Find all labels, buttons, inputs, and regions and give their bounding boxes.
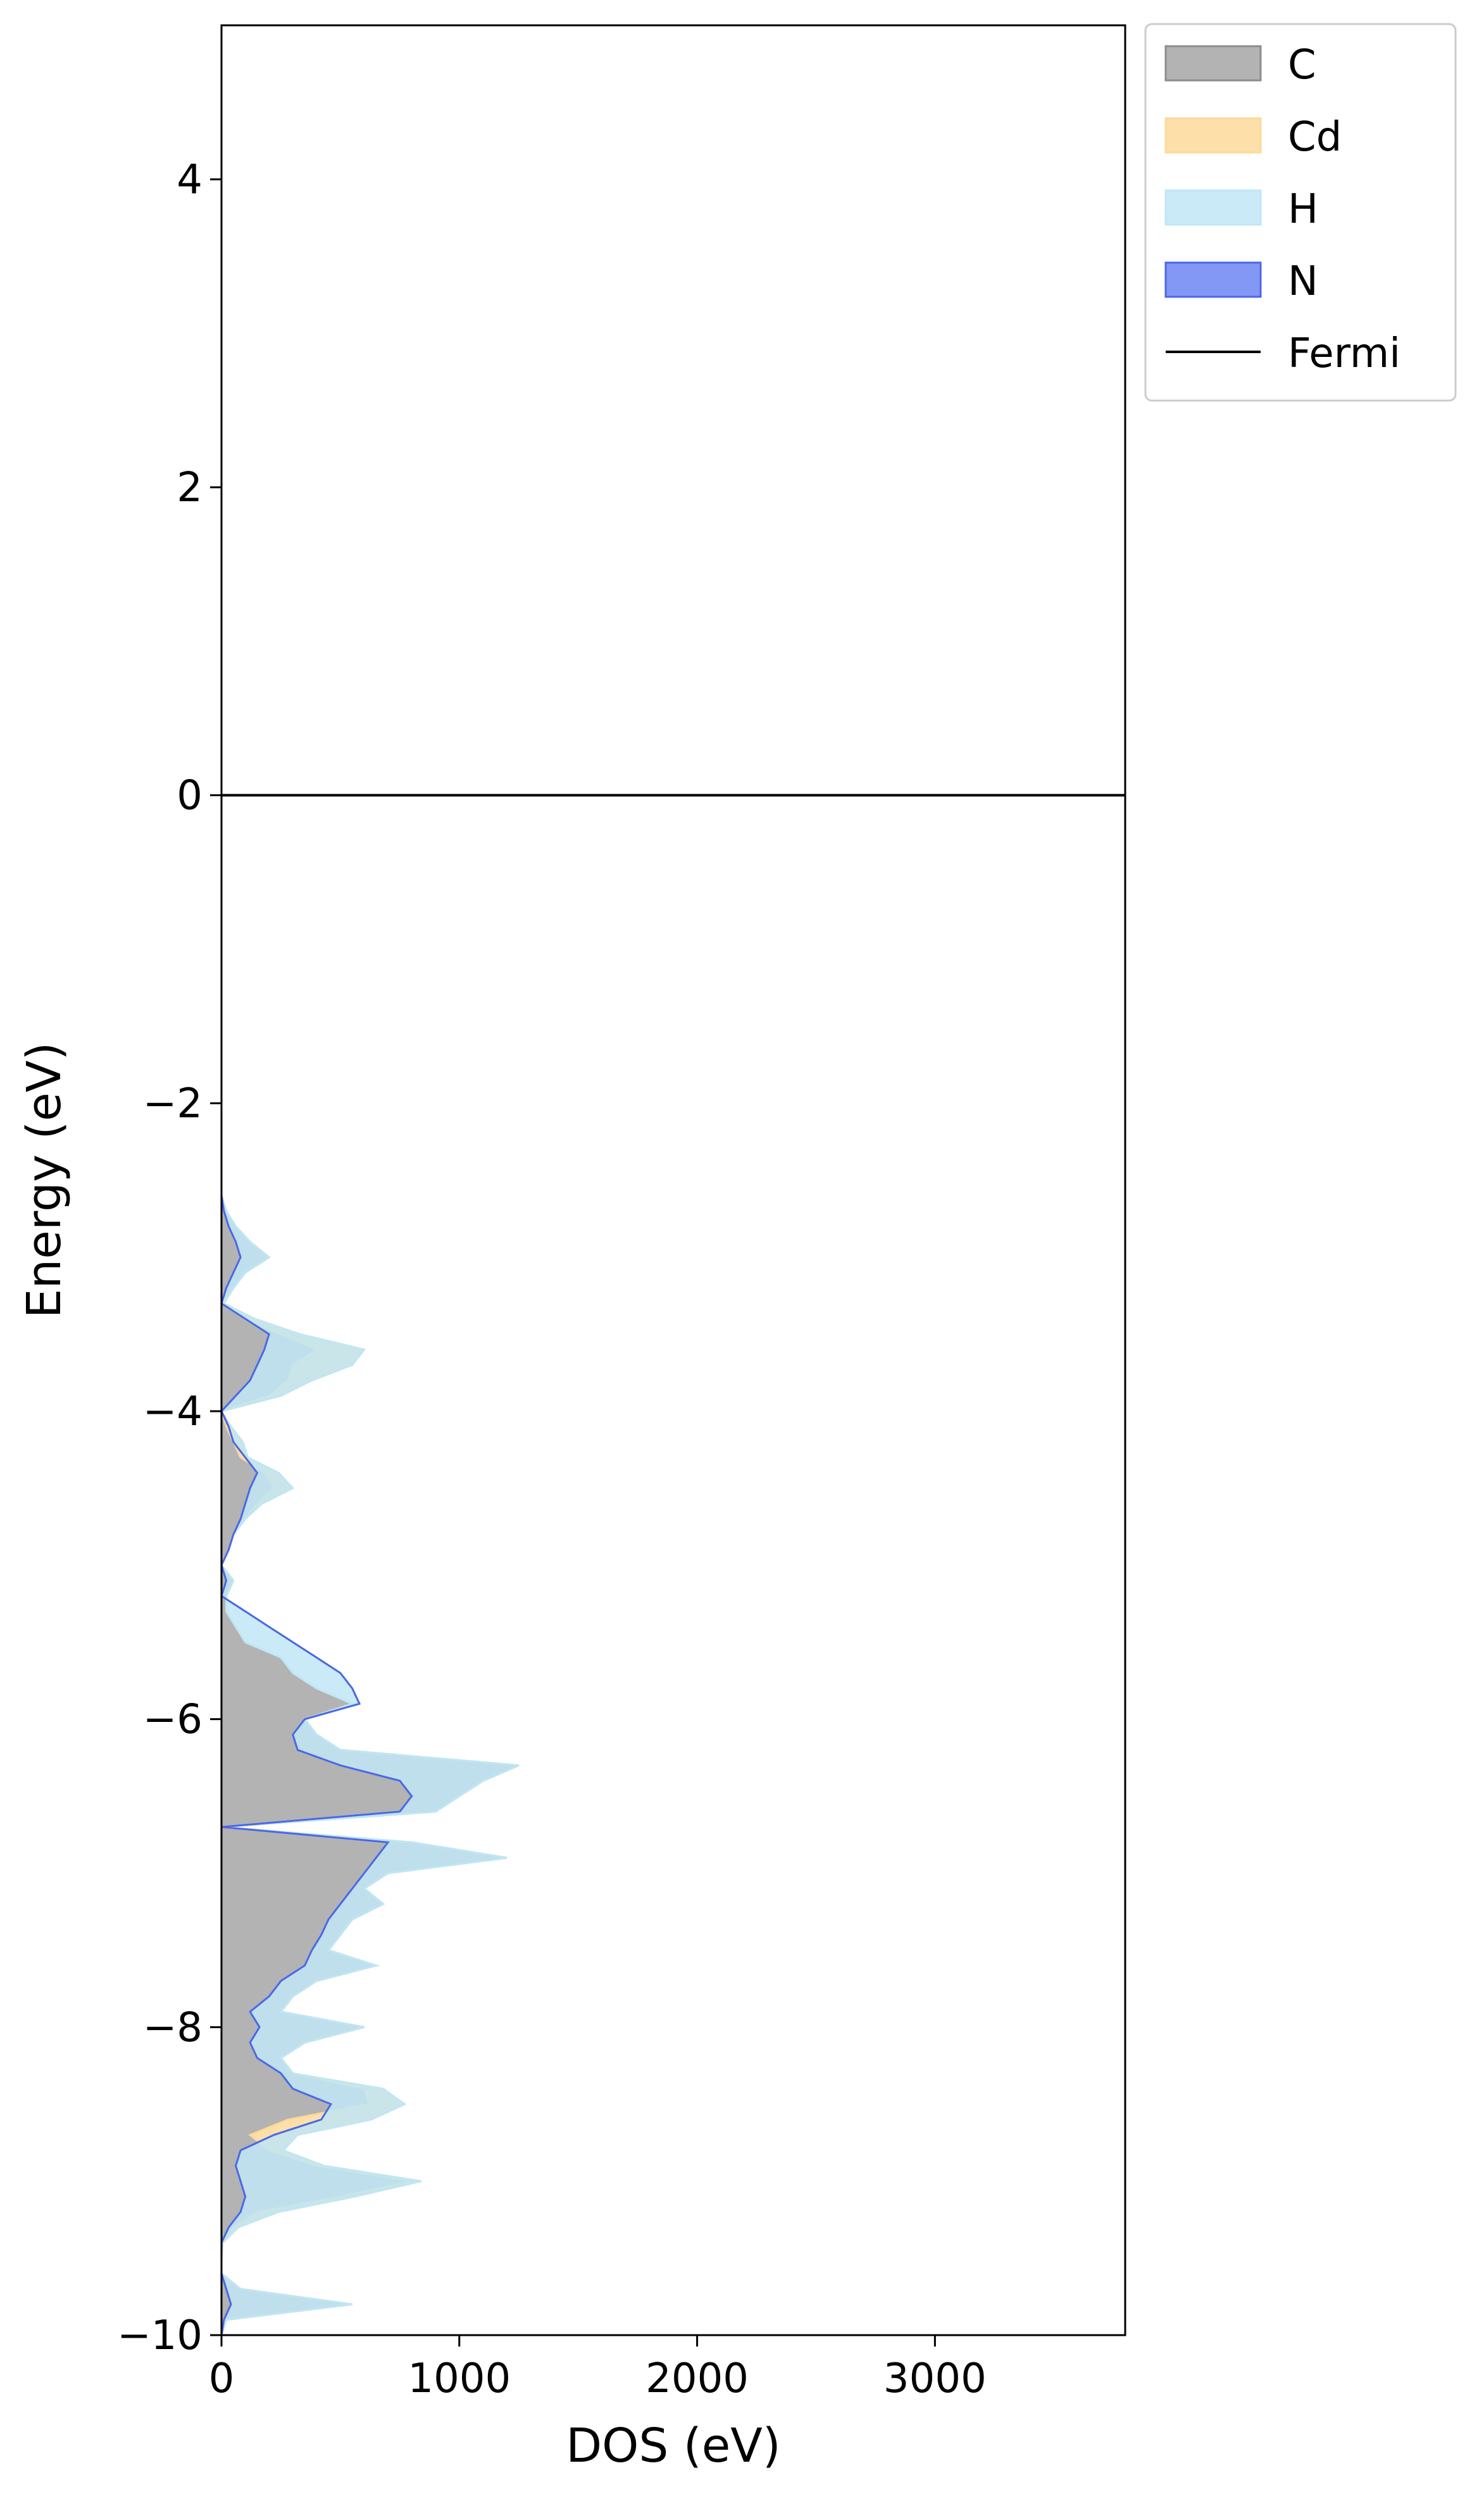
x-axis-label: DOS (eV) — [566, 2419, 781, 2473]
legend-swatch-cd — [1164, 117, 1262, 154]
x-tick-label: 1000 — [408, 2355, 511, 2402]
legend-label-fermi: Fermi — [1288, 330, 1400, 377]
y-tick-label: −2 — [143, 1080, 203, 1127]
legend: C Cd HN Fermi — [1144, 23, 1457, 402]
x-tick-label: 3000 — [883, 2355, 987, 2402]
y-tick-label: −8 — [143, 2004, 203, 2051]
x-tick-label: 2000 — [645, 2355, 749, 2402]
axes-frame — [220, 24, 1126, 2336]
legend-label-h: H — [1288, 186, 1318, 233]
y-tick-label: −4 — [143, 1388, 203, 1435]
y-tick-label: −6 — [143, 1697, 203, 1743]
x-tick-label: 0 — [209, 2355, 235, 2402]
y-tick-label: 2 — [177, 464, 203, 511]
legend-swatch-c — [1164, 45, 1262, 82]
legend-swatch-n — [1164, 261, 1262, 298]
y-axis-label: Energy (eV) — [17, 1042, 72, 1318]
area-c — [220, 25, 520, 2336]
legend-swatch-h — [1164, 189, 1262, 226]
y-tick-label: −10 — [117, 2312, 203, 2359]
y-tick-label: 4 — [177, 156, 203, 203]
legend-label-cd: Cd — [1288, 114, 1342, 161]
legend-label-n: N — [1288, 258, 1318, 305]
y-ticks: −10 −8 −6 −4 −2 0 2 4 — [117, 156, 221, 2359]
legend-label-c: C — [1288, 42, 1316, 89]
x-ticks: 0 1000 2000 3000 — [209, 2335, 987, 2402]
dos-areas — [220, 25, 520, 2336]
y-tick-label: 0 — [177, 773, 203, 820]
